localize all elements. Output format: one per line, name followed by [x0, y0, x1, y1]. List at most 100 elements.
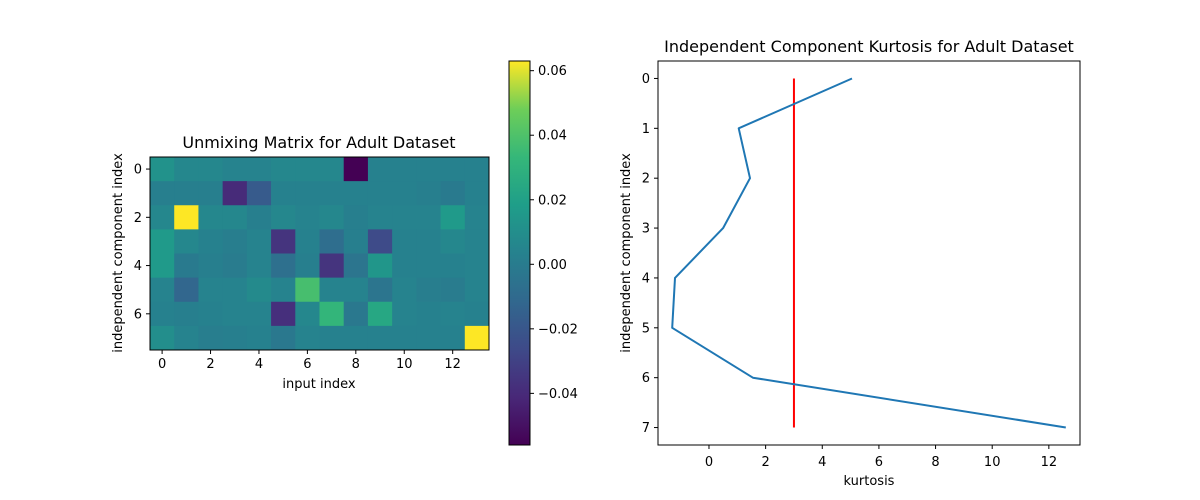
heatmap-cell: [246, 253, 272, 279]
heatmap-cell: [319, 301, 345, 327]
kurtosis-panel: Independent Component Kurtosis for Adult…: [619, 37, 1081, 489]
heatmap-cell: [295, 301, 320, 327]
heatmap-cell: [416, 325, 441, 351]
colorbar-tick-label: 0.06: [538, 64, 567, 79]
kurtosis-series-line: [671, 77, 1066, 429]
heatmap-y-ticks: 0 2 4 6: [134, 163, 150, 322]
heatmap-cell: [246, 205, 272, 230]
heatmap-cell: [440, 301, 466, 327]
colorbar-tick-label: 0.00: [538, 258, 567, 273]
colorbar-tick-label: −0.02: [538, 322, 578, 337]
kurtosis-y-tick-label: 1: [642, 122, 650, 137]
heatmap-cells: [150, 157, 490, 351]
kurtosis-points: [672, 78, 1066, 428]
heatmap-cell: [416, 277, 441, 303]
colorbar-ticks: 0.06 0.04 0.02 0.00 −0.02 −0.04: [530, 64, 578, 402]
heatmap-cell: [392, 205, 417, 230]
colorbar-tick-label: 0.04: [538, 129, 567, 144]
heatmap-cell: [295, 229, 320, 254]
heatmap-cell: [295, 157, 320, 182]
heatmap-cell: [246, 301, 272, 327]
heatmap-cell: [319, 325, 345, 351]
heatmap-cell: [440, 157, 466, 182]
heatmap-cell: [392, 277, 417, 303]
heatmap-cell: [295, 325, 320, 351]
heatmap-cell: [246, 277, 272, 303]
heatmap-cell: [174, 253, 199, 279]
heatmap-cell: [464, 277, 490, 303]
heatmap-cell: [392, 253, 417, 279]
heatmap-cell: [319, 205, 345, 230]
heatmap-frame: [149, 156, 490, 351]
kurtosis-y-tick-label: 2: [642, 172, 650, 187]
heatmap-cell: [174, 181, 199, 206]
heatmap-cell: [416, 205, 441, 230]
heatmap-cell: [222, 253, 248, 279]
heatmap-cell: [246, 325, 272, 351]
heatmap-cell: [440, 181, 466, 206]
kurtosis-x-tick-label: 0: [705, 455, 713, 470]
heatmap-x-tick-label: 6: [303, 357, 311, 372]
heatmap-cell: [392, 301, 417, 327]
heatmap-cell: [150, 157, 175, 182]
heatmap-x-tick-label: 8: [352, 357, 360, 372]
heatmap-cell: [343, 181, 369, 206]
kurtosis-y-tick-label: 7: [642, 421, 650, 436]
heatmap-cell: [150, 229, 175, 254]
heatmap-cell: [150, 301, 175, 327]
heatmap-y-tick-label: 6: [134, 307, 142, 322]
heatmap-panel: Unmixing Matrix for Adult Dataset 0 2 4 6 8 1…: [111, 133, 490, 392]
heatmap-cell: [416, 181, 441, 206]
heatmap-cell: [271, 277, 296, 303]
heatmap-cell: [392, 229, 417, 254]
heatmap-cell: [150, 181, 175, 206]
kurtosis-x-tick-label: 2: [761, 455, 769, 470]
heatmap-cell: [416, 157, 441, 182]
kurtosis-y-tick-label: 6: [642, 371, 650, 386]
heatmap-cell: [150, 277, 175, 303]
heatmap-cell: [367, 181, 393, 206]
heatmap-cell: [198, 181, 224, 206]
colorbar-gradient: [508, 60, 531, 446]
heatmap-cell: [174, 301, 199, 327]
heatmap-x-tick-label: 2: [206, 357, 214, 372]
heatmap-cell: [295, 205, 320, 230]
heatmap-cell: [464, 229, 490, 254]
heatmap-cell: [198, 325, 224, 351]
heatmap-cell: [319, 181, 345, 206]
kurtosis-x-tick-label: 4: [818, 455, 826, 470]
heatmap-cell: [440, 229, 466, 254]
heatmap-x-ticks: 0 2 4 6 8 10 12: [158, 350, 461, 372]
heatmap-cell: [392, 157, 417, 182]
heatmap-cell: [392, 325, 417, 351]
heatmap-cell: [464, 181, 490, 206]
heatmap-cell: [392, 181, 417, 206]
heatmap-cell: [464, 205, 490, 230]
heatmap-cell: [222, 277, 248, 303]
heatmap-cell: [343, 325, 369, 351]
heatmap-cell: [174, 277, 199, 303]
heatmap-cell: [367, 253, 393, 279]
heatmap-cell: [150, 205, 175, 230]
heatmap-cell: [222, 325, 248, 351]
heatmap-cell: [464, 157, 490, 182]
heatmap-cell: [440, 325, 466, 351]
heatmap-y-tick-label: 4: [134, 259, 142, 274]
kurtosis-x-ticks: 0 2 4 6 8 10 12: [705, 445, 1057, 470]
heatmap-x-tick-label: 12: [444, 357, 461, 372]
heatmap-cell: [271, 301, 296, 327]
kurtosis-x-tick-label: 12: [1041, 455, 1058, 470]
heatmap-cell: [150, 325, 175, 351]
heatmap-cell: [222, 181, 248, 206]
kurtosis-y-tick-label: 5: [642, 321, 650, 336]
kurtosis-x-tick-label: 10: [984, 455, 1001, 470]
heatmap-cell: [198, 277, 224, 303]
heatmap-cell: [198, 301, 224, 327]
heatmap-cell: [222, 301, 248, 327]
heatmap-cell: [174, 157, 199, 182]
heatmap-cell: [222, 157, 248, 182]
heatmap-cell: [319, 229, 345, 254]
heatmap-x-axis-label: input index: [282, 377, 355, 392]
heatmap-cell: [367, 325, 393, 351]
